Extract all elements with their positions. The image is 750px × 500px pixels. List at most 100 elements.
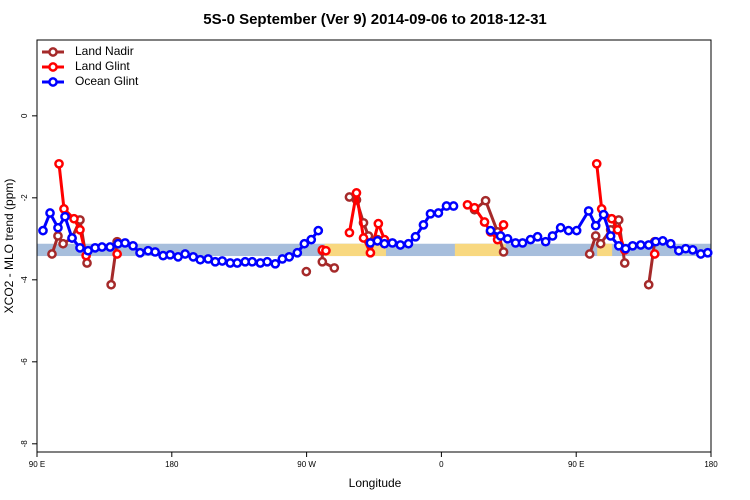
data-point xyxy=(498,247,509,257)
y-tick-label: -4 xyxy=(20,276,29,284)
data-point xyxy=(53,222,63,233)
data-point xyxy=(217,256,228,266)
data-point xyxy=(635,240,646,250)
data-point xyxy=(418,220,429,230)
data-point xyxy=(38,225,48,236)
data-point xyxy=(317,256,328,267)
data-point xyxy=(583,206,594,216)
data-point xyxy=(555,222,566,233)
x-tick-label: 180 xyxy=(165,460,179,469)
data-point xyxy=(469,202,480,213)
data-point xyxy=(448,201,459,211)
data-point xyxy=(329,263,340,273)
data-point xyxy=(358,233,369,243)
data-point xyxy=(301,266,312,277)
data-point xyxy=(47,249,57,259)
data-point xyxy=(433,208,444,218)
data-point xyxy=(379,238,390,249)
data-point xyxy=(403,238,414,249)
data-point xyxy=(590,220,601,231)
y-tick-label: -2 xyxy=(20,194,29,202)
legend-label: Ocean Glint xyxy=(75,74,139,88)
legend-marker xyxy=(48,62,58,72)
plot-frame xyxy=(36,39,712,453)
data-point xyxy=(135,247,145,258)
data-point xyxy=(60,211,70,222)
data-point xyxy=(75,242,85,253)
data-point xyxy=(598,209,609,220)
data-point xyxy=(75,224,85,235)
y-tick-label: 0 xyxy=(20,113,29,118)
data-point xyxy=(365,247,376,258)
x-tick-label: 90 E xyxy=(29,460,45,469)
data-point xyxy=(97,242,107,252)
legend-marker xyxy=(48,47,58,57)
legend-label: Land Nadir xyxy=(75,44,134,58)
data-point xyxy=(657,236,668,246)
data-point xyxy=(58,238,68,249)
data-point xyxy=(45,208,55,218)
data-point xyxy=(59,204,69,214)
data-point xyxy=(571,225,582,236)
data-point xyxy=(313,225,324,236)
legend-label: Land Glint xyxy=(75,59,130,73)
data-point xyxy=(485,225,496,236)
x-tick-label: 180 xyxy=(704,460,718,469)
x-axis-label: Longitude xyxy=(349,476,402,490)
data-point xyxy=(517,238,528,248)
data-point xyxy=(584,249,595,259)
y-tick-label: -8 xyxy=(20,440,29,448)
data-point xyxy=(498,220,509,230)
data-point xyxy=(643,279,654,290)
data-point xyxy=(606,213,617,224)
data-point xyxy=(195,254,206,265)
data-point xyxy=(82,258,92,268)
data-point xyxy=(120,238,130,248)
data-point xyxy=(595,238,606,249)
data-point xyxy=(373,218,384,229)
data-point xyxy=(612,224,623,235)
data-point xyxy=(306,234,317,245)
y-axis-label: XCO2 - MLO trend (ppm) xyxy=(2,179,16,314)
data-point xyxy=(150,247,161,257)
data-point xyxy=(351,188,362,198)
band-highlight xyxy=(454,243,506,257)
data-point xyxy=(702,247,713,258)
data-point xyxy=(321,245,331,256)
data-point xyxy=(627,240,638,251)
data-point xyxy=(502,233,513,244)
data-point xyxy=(425,208,436,219)
x-tick-label: 90 W xyxy=(297,460,316,469)
data-point xyxy=(247,256,258,267)
data-point xyxy=(344,227,355,238)
data-point xyxy=(106,279,116,290)
data-point xyxy=(299,238,310,249)
data-point xyxy=(262,256,273,267)
data-point xyxy=(284,252,295,262)
data-point xyxy=(180,249,190,259)
data-point xyxy=(232,258,243,268)
data-point xyxy=(532,231,543,242)
series-line xyxy=(59,164,655,256)
legend-marker xyxy=(48,77,58,87)
data-point xyxy=(270,258,281,269)
data-point xyxy=(540,236,551,247)
data-point xyxy=(665,238,676,249)
x-tick-label: 0 xyxy=(439,460,444,469)
data-point xyxy=(67,233,77,243)
data-point xyxy=(410,231,421,242)
data-point xyxy=(591,158,602,169)
data-point xyxy=(547,231,558,241)
data-point xyxy=(292,247,303,258)
data-point xyxy=(563,225,574,236)
data-point xyxy=(128,240,138,251)
data-point xyxy=(165,249,176,260)
data-point xyxy=(54,158,64,169)
data-point xyxy=(112,249,122,259)
data-point xyxy=(590,231,601,241)
data-point xyxy=(687,245,698,255)
y-tick-label: -6 xyxy=(20,358,29,366)
data-point xyxy=(387,238,398,248)
data-point xyxy=(105,242,115,252)
